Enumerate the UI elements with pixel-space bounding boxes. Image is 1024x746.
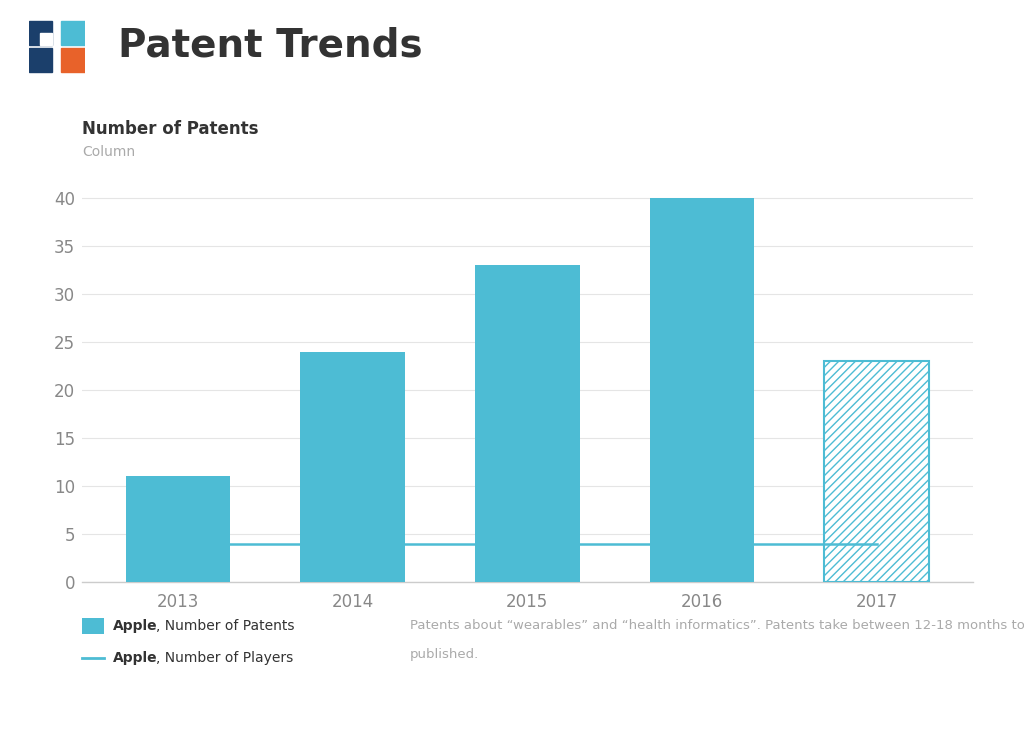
Bar bbox=[126, 477, 230, 582]
Bar bbox=[475, 266, 580, 582]
Bar bbox=[61, 48, 85, 72]
Bar bbox=[649, 198, 755, 582]
Text: Number of Patents: Number of Patents bbox=[82, 120, 258, 138]
Bar bbox=[824, 361, 929, 582]
Bar bbox=[29, 48, 52, 72]
Bar bbox=[29, 22, 52, 45]
Text: , Number of Players: , Number of Players bbox=[156, 651, 293, 665]
Text: Patent Trends: Patent Trends bbox=[118, 26, 422, 64]
Text: Apple: Apple bbox=[113, 619, 158, 633]
Bar bbox=[300, 351, 406, 582]
Bar bbox=[61, 22, 85, 45]
Text: Patents about “wearables” and “health informatics”. Patents take between 12-18 m: Patents about “wearables” and “health in… bbox=[410, 619, 1024, 632]
Text: Column: Column bbox=[82, 145, 135, 159]
Bar bbox=[40, 33, 52, 45]
Text: published.: published. bbox=[410, 648, 479, 660]
Text: , Number of Patents: , Number of Patents bbox=[156, 619, 294, 633]
Text: Apple: Apple bbox=[113, 651, 158, 665]
